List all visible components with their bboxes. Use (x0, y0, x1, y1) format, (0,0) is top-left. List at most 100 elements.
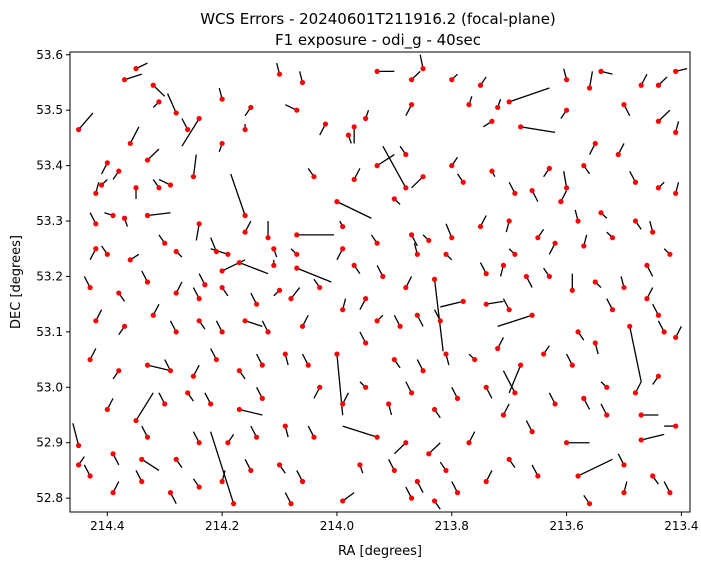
star-point (185, 126, 191, 133)
star-point (454, 490, 461, 496)
star-point (523, 273, 529, 280)
star-point (294, 265, 300, 271)
star-point (673, 334, 679, 341)
star-point (133, 185, 139, 191)
star-point (563, 107, 570, 113)
star-point (173, 329, 179, 335)
star-point (110, 212, 116, 219)
star-point (483, 271, 489, 277)
star-point (104, 406, 110, 413)
star-point (98, 182, 105, 188)
star-point (351, 262, 357, 268)
star-point (552, 240, 558, 246)
error-vector (563, 171, 568, 188)
star-point (219, 268, 225, 274)
error-vector (411, 176, 424, 189)
star-point (133, 66, 139, 72)
star-point (500, 412, 507, 418)
error-vector (382, 145, 407, 189)
star-point (575, 218, 581, 224)
star-point (563, 185, 570, 191)
star-point (116, 290, 122, 296)
star-point (93, 190, 99, 196)
star-point (391, 196, 397, 202)
star-point (190, 174, 197, 180)
error-vector (210, 248, 229, 255)
star-point (638, 82, 644, 88)
x-axis-ticks: 214.4 214.2 214.0 213.8 213.6 213.4 (90, 512, 699, 533)
star-point (322, 121, 329, 127)
star-point (340, 307, 346, 313)
star-point (609, 235, 616, 241)
y-tick-label: 53.0 (36, 380, 63, 394)
star-point (167, 490, 174, 496)
star-point (299, 79, 306, 86)
star-point (374, 163, 380, 169)
star-point (598, 68, 604, 74)
star-point (173, 110, 179, 116)
star-point (558, 199, 564, 205)
star-point (477, 223, 484, 230)
star-point (408, 495, 415, 501)
error-vector (657, 109, 671, 122)
error-vector (577, 458, 613, 477)
star-point (104, 160, 110, 166)
star-point (121, 77, 128, 83)
star-point (644, 296, 650, 302)
star-point (173, 456, 179, 462)
star-point (655, 373, 662, 379)
error-vector (502, 370, 516, 394)
error-vector (440, 300, 464, 308)
star-point (374, 240, 380, 246)
star-point (299, 478, 306, 485)
x-tick-label: 213.8 (435, 519, 469, 533)
error-vector (72, 423, 80, 446)
star-point (363, 296, 369, 302)
star-point (466, 102, 472, 108)
star-point (569, 287, 575, 293)
star-point (397, 323, 403, 329)
y-tick-label: 52.8 (36, 491, 63, 505)
star-point (483, 301, 489, 307)
star-point (673, 423, 679, 429)
star-point (391, 467, 397, 474)
star-point (259, 395, 265, 401)
star-point (190, 373, 197, 379)
star-point (150, 82, 156, 88)
star-point (213, 356, 219, 363)
error-vector (152, 84, 166, 97)
star-point (219, 329, 225, 335)
star-point (586, 85, 593, 91)
star-point (552, 401, 558, 407)
error-vector (336, 201, 372, 219)
star-point (144, 212, 151, 219)
star-point (248, 467, 254, 474)
star-point (259, 362, 265, 368)
star-point (604, 412, 610, 418)
star-point (632, 390, 639, 396)
star-point (173, 290, 179, 296)
x-tick-label: 213.6 (549, 519, 583, 533)
star-point (586, 501, 593, 507)
star-point (638, 412, 644, 418)
error-vector (393, 442, 407, 455)
star-point (242, 212, 248, 219)
star-point (569, 362, 575, 368)
star-point (276, 462, 283, 468)
plot-frame (69, 51, 691, 513)
y-tick-label: 53.6 (36, 48, 63, 62)
star-point (644, 262, 650, 268)
star-point (219, 284, 225, 291)
error-vector (433, 279, 444, 352)
star-point (454, 395, 461, 401)
star-point (581, 395, 587, 401)
star-point (431, 498, 438, 504)
star-point (408, 77, 415, 83)
star-point (219, 140, 225, 147)
star-point (506, 456, 512, 462)
star-point (460, 298, 466, 304)
star-point (144, 157, 151, 163)
star-point (489, 168, 495, 174)
star-point (271, 246, 277, 252)
chart-subtitle: F1 exposure - odi_g - 40sec (275, 31, 481, 50)
